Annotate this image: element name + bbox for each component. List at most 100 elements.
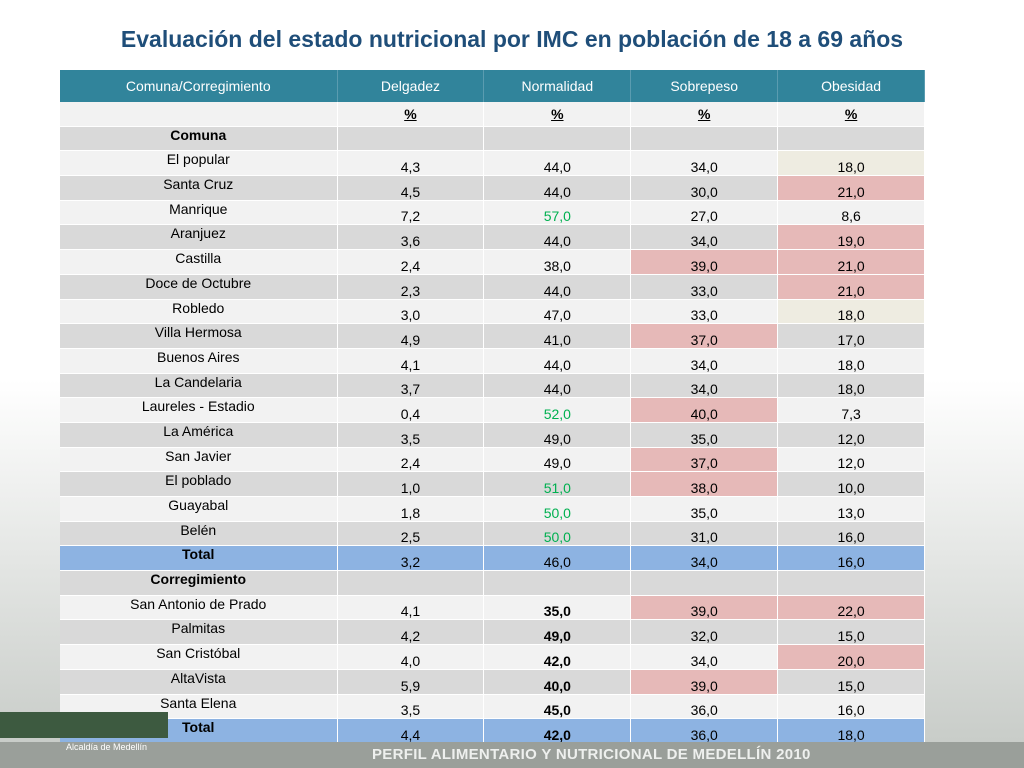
value-cell: 18,0 — [777, 718, 925, 744]
unit-cell: % — [483, 102, 632, 127]
value-cell: 20,0 — [777, 644, 925, 670]
table-row: Buenos Aires 4,1 44,0 34,0 18,0 — [60, 348, 925, 374]
table-row: Aranjuez 3,6 44,0 34,0 19,0 — [60, 224, 925, 251]
value-cell: 4,1 — [337, 595, 485, 621]
table-row: Corregimiento — [60, 570, 925, 596]
data-table: Comuna/Corregimiento Delgadez Normalidad So… — [60, 70, 925, 744]
table-row: Total 3,2 46,0 34,0 16,0 — [60, 545, 925, 572]
row-label: San Javier — [60, 447, 338, 473]
value-cell: 18,0 — [777, 373, 925, 399]
empty-cell — [337, 126, 485, 152]
value-cell: 49,0 — [483, 447, 632, 473]
empty-cell — [777, 570, 925, 596]
table-row: El poblado 1,0 51,0 38,0 10,0 — [60, 471, 925, 497]
units-row: %%%% — [60, 102, 925, 127]
value-cell: 46,0 — [483, 545, 632, 572]
value-cell: 35,0 — [630, 422, 779, 448]
value-cell: 3,6 — [337, 224, 485, 251]
logo-text: Alcaldía de Medellín — [66, 742, 148, 752]
value-cell: 1,0 — [337, 471, 485, 497]
value-cell: 15,0 — [777, 669, 925, 695]
row-label: Santa Cruz — [60, 175, 338, 201]
value-cell: 50,0 — [483, 521, 632, 547]
table-row: Villa Hermosa 4,9 41,0 37,0 17,0 — [60, 323, 925, 349]
value-cell: 4,5 — [337, 175, 485, 201]
value-cell: 40,0 — [630, 397, 779, 423]
table-row: Laureles - Estadio 0,4 52,0 40,0 7,3 — [60, 397, 925, 423]
row-label: El poblado — [60, 471, 338, 497]
value-cell: 21,0 — [777, 175, 925, 201]
value-cell: 4,1 — [337, 348, 485, 374]
row-label: La América — [60, 422, 338, 448]
value-cell: 3,5 — [337, 694, 485, 720]
value-cell: 34,0 — [630, 348, 779, 374]
value-cell: 10,0 — [777, 471, 925, 497]
value-cell: 34,0 — [630, 150, 779, 177]
table-row: Castilla 2,4 38,0 39,0 21,0 — [60, 249, 925, 275]
value-cell: 41,0 — [483, 323, 632, 349]
value-cell: 15,0 — [777, 619, 925, 646]
value-cell: 5,9 — [337, 669, 485, 695]
value-cell: 50,0 — [483, 496, 632, 522]
table-row: La Candelaria 3,7 44,0 34,0 18,0 — [60, 373, 925, 399]
table-row: Santa Cruz 4,5 44,0 30,0 21,0 — [60, 175, 925, 201]
value-cell: 2,4 — [337, 447, 485, 473]
value-cell: 36,0 — [630, 718, 779, 744]
table-row: Robledo 3,0 47,0 33,0 18,0 — [60, 299, 925, 325]
value-cell: 44,0 — [483, 175, 632, 201]
value-cell: 16,0 — [777, 694, 925, 720]
value-cell: 40,0 — [483, 669, 632, 695]
row-label: Robledo — [60, 299, 338, 325]
row-label: Corregimiento — [60, 570, 338, 596]
value-cell: 2,4 — [337, 249, 485, 275]
value-cell: 13,0 — [777, 496, 925, 522]
table-body: %%%% Comuna El popular 4,3 44,0 34,0 18,0 Santa… — [60, 102, 925, 744]
row-label: Comuna — [60, 126, 338, 152]
value-cell: 8,6 — [777, 200, 925, 226]
value-cell: 44,0 — [483, 348, 632, 374]
empty-cell — [483, 126, 632, 152]
value-cell: 34,0 — [630, 644, 779, 670]
value-cell: 0,4 — [337, 397, 485, 423]
value-cell: 12,0 — [777, 422, 925, 448]
title: Evaluación del estado nutricional por IM… — [120, 26, 904, 52]
row-label: Manrique — [60, 200, 338, 226]
value-cell: 27,0 — [630, 200, 779, 226]
unit-cell: % — [630, 102, 779, 127]
value-cell: 16,0 — [777, 545, 925, 572]
value-cell: 33,0 — [630, 299, 779, 325]
row-label: La Candelaria — [60, 373, 338, 399]
column-header: Sobrepeso — [630, 70, 779, 102]
table-row: Total 4,4 42,0 36,0 18,0 — [60, 718, 925, 744]
value-cell: 34,0 — [630, 373, 779, 399]
row-label: Belén — [60, 521, 338, 547]
row-label: Total — [60, 545, 338, 572]
row-label: Villa Hermosa — [60, 323, 338, 349]
value-cell: 16,0 — [777, 521, 925, 547]
value-cell: 4,2 — [337, 619, 485, 646]
value-cell: 17,0 — [777, 323, 925, 349]
value-cell: 42,0 — [483, 644, 632, 670]
row-label: Castilla — [60, 249, 338, 275]
table-row: San Cristóbal 4,0 42,0 34,0 20,0 — [60, 644, 925, 670]
unit-cell: % — [777, 102, 925, 127]
value-cell: 39,0 — [630, 595, 779, 621]
column-header: Normalidad — [483, 70, 632, 102]
value-cell: 2,3 — [337, 274, 485, 300]
value-cell: 32,0 — [630, 619, 779, 646]
value-cell: 44,0 — [483, 274, 632, 300]
row-label: El popular — [60, 150, 338, 177]
value-cell: 49,0 — [483, 422, 632, 448]
header-row: Comuna/Corregimiento Delgadez Normalidad So… — [60, 70, 925, 102]
value-cell: 18,0 — [777, 299, 925, 325]
value-cell: 34,0 — [630, 224, 779, 251]
value-cell: 12,0 — [777, 447, 925, 473]
table-row: El popular 4,3 44,0 34,0 18,0 — [60, 150, 925, 177]
row-label: Laureles - Estadio — [60, 397, 338, 423]
value-cell: 44,0 — [483, 224, 632, 251]
value-cell: 35,0 — [630, 496, 779, 522]
value-cell: 30,0 — [630, 175, 779, 201]
value-cell: 22,0 — [777, 595, 925, 621]
row-label: Doce de Octubre — [60, 274, 338, 300]
unit-cell: % — [337, 102, 485, 127]
